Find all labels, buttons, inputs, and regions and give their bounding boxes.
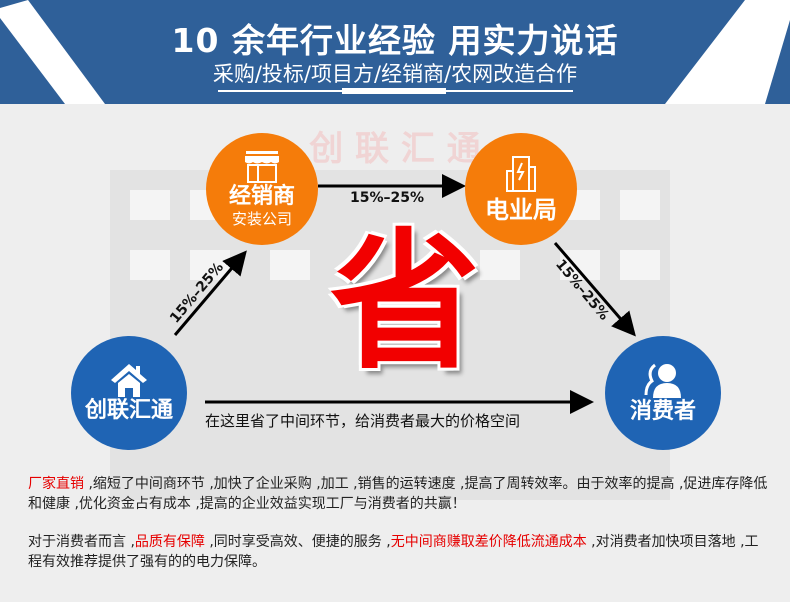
paragraph2-text3: ,对消费者加快项目落地 ,工程有效推荐提供了强有的的电力保障。 [28, 534, 759, 570]
save-character: 省 [330, 216, 481, 390]
node-dealer: 经销商 安装公司 [206, 133, 318, 245]
house-icon [111, 364, 147, 397]
user-icon [644, 363, 681, 398]
power-bureau-label: 电业局 [485, 196, 557, 224]
paragraph-consumer: 对于消费者而言 ,品质有保障 ,同时享受高效、便捷的服务 ,无中间商赚取差价降低… [28, 532, 768, 572]
watermark: 创 联 汇 通 [308, 129, 481, 169]
header-subtitle: 采购/投标/项目方/经销商/农网改造合作 [212, 62, 578, 86]
node-power-bureau: 电业局 [465, 133, 577, 245]
company-label: 创联汇通 [84, 398, 173, 423]
building-photo [110, 170, 670, 500]
highlight-no-middleman: 无中间商赚取差价降低流通成本 [390, 534, 587, 550]
power-building-icon [506, 156, 536, 192]
node-consumer: 消费者 [605, 336, 721, 450]
header-band [0, 0, 790, 104]
header-title: 10 余年行业经验 用实力说话 [171, 21, 619, 60]
highlight-direct-sales: 厂家直销 [28, 476, 84, 492]
margin-label-top: 15%–25% [350, 190, 425, 206]
consumer-label: 消费者 [629, 399, 696, 424]
paragraph-direct-sales: 厂家直销 ,缩短了中间商环节 ,加快了企业采购 ,加工 ,销售的运转速度 ,提高… [28, 474, 768, 514]
highlight-quality: 品质有保障 [134, 534, 205, 550]
dealer-sublabel: 安装公司 [231, 210, 292, 228]
paragraph1-text: ,缩短了中间商环节 ,加快了企业采购 ,加工 ,销售的运转速度 ,提高了周转效率… [28, 476, 768, 512]
arrow-company-to-dealer [173, 250, 247, 336]
direct-caption: 在这里省了中间环节，给消费者最大的价格空间 [205, 412, 521, 430]
paragraph2-text2: ,同时享受高效、便捷的服务 , [204, 534, 391, 550]
dealer-label: 经销商 [228, 184, 295, 209]
arrow-bureau-to-consumer [553, 242, 636, 337]
paragraph2-text1: 对于消费者而言 , [28, 534, 135, 550]
node-company: 创联汇通 [71, 336, 187, 450]
storefront-icon [245, 151, 279, 183]
